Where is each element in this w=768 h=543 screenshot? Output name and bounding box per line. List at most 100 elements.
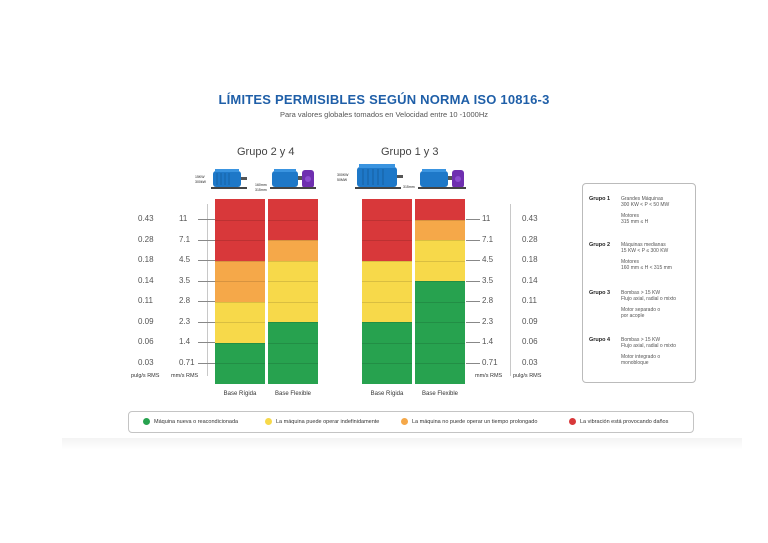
zone-cell-orange bbox=[268, 240, 318, 261]
zone-cell-green bbox=[415, 322, 465, 343]
scale-inch-left: 0.09 bbox=[138, 316, 154, 326]
tick-left bbox=[198, 280, 215, 282]
zone-cell-red bbox=[215, 219, 265, 240]
zone-cell-green bbox=[362, 322, 412, 343]
tick-right bbox=[466, 219, 480, 220]
tick-left bbox=[198, 301, 215, 302]
label-g13-base-flexible: Base Flexible bbox=[421, 391, 459, 397]
group4-desc: Bombas > 15 KW Flujo axial, radial o mix… bbox=[621, 337, 677, 366]
zone-cell-yellow bbox=[268, 281, 318, 302]
scale-mm-left: 3.5 bbox=[179, 275, 191, 285]
scale-mm-right: 7.1 bbox=[482, 234, 494, 244]
scale-inch-left: 0.06 bbox=[138, 337, 154, 346]
scale-inch-right: 0.14 bbox=[522, 275, 538, 285]
scale-mm-right: 4.5 bbox=[482, 255, 494, 264]
chart-subtitle: Para valores globales tomados en Velocid… bbox=[279, 110, 489, 119]
zone-cell-red bbox=[215, 240, 265, 261]
motor-dim-315mm-large: 315mm bbox=[403, 185, 415, 189]
column-group24-base-flexible bbox=[268, 199, 318, 384]
scale-mm-left: 2.3 bbox=[179, 316, 191, 326]
zone-cell-green bbox=[268, 342, 318, 363]
legend: Máquina nueva o reacondicionada La máqui… bbox=[128, 411, 694, 433]
legend-dot-green bbox=[143, 418, 150, 425]
chart-title: LÍMITES PERMISIBLES SEGÚN NORMA ISO 1081… bbox=[218, 92, 550, 107]
column-group13-base-rigida bbox=[362, 199, 412, 384]
zone-cell-red bbox=[362, 240, 412, 261]
zone-cell-yellow bbox=[362, 281, 412, 302]
zone-cell-green bbox=[268, 322, 318, 343]
group2-name: Grupo 2 bbox=[589, 242, 611, 248]
zone-cell-green bbox=[215, 342, 265, 363]
legend-dot-orange bbox=[401, 418, 408, 425]
scale-inch-right: 0.06 bbox=[522, 337, 538, 346]
unit-inch-right: pulg/s RMS bbox=[513, 373, 542, 379]
scale-mm-right: 2.3 bbox=[482, 316, 494, 326]
legend-item-red: La vibración está provocando daños bbox=[569, 418, 668, 425]
label-g13-base-rigida: Base Rígida bbox=[370, 391, 404, 397]
zone-cell-green bbox=[268, 363, 318, 384]
tick-left bbox=[198, 260, 215, 261]
large-motor-icon: 300KW 50MW 315mm bbox=[337, 164, 415, 189]
motor-dim-160mm: 160mm bbox=[255, 183, 267, 187]
tick-left bbox=[198, 219, 215, 220]
motor-dim-15kw: 15KW bbox=[195, 175, 205, 179]
scale-mm-right: 3.5 bbox=[482, 275, 494, 285]
tick-right bbox=[466, 362, 480, 364]
zone-cell-green bbox=[415, 342, 465, 363]
tick-right bbox=[466, 239, 480, 241]
motor-dim-315mm: 315mm bbox=[255, 188, 267, 192]
zone-cell-green bbox=[415, 281, 465, 302]
right-scale-line bbox=[510, 204, 511, 376]
group-info-box: Grupo 1 Grandes Máquinas 300 KW < P < 50… bbox=[582, 183, 696, 383]
scale-mm-right: 0.71 bbox=[482, 357, 498, 367]
scale-inch-right: 0.28 bbox=[522, 234, 538, 244]
scale-inch-left: 0.11 bbox=[138, 296, 153, 305]
zone-cell-red bbox=[215, 199, 265, 220]
scale-inch-right: 0.18 bbox=[522, 255, 538, 264]
zone-cell-yellow bbox=[415, 240, 465, 261]
zone-cell-green bbox=[415, 301, 465, 322]
label-g24-base-rigida: Base Rígida bbox=[223, 391, 257, 397]
scale-inch-left: 0.14 bbox=[138, 275, 154, 285]
zone-cell-orange bbox=[215, 281, 265, 302]
tick-left bbox=[198, 239, 215, 241]
motor-pump-icon bbox=[270, 169, 316, 189]
label-g24-base-flexible: Base Flexible bbox=[274, 391, 312, 397]
scale-mm-right: 2.8 bbox=[482, 296, 494, 305]
tick-left bbox=[198, 342, 215, 343]
zone-cell-green bbox=[215, 363, 265, 384]
group1-desc: Grandes Máquinas 300 KW < P < 50 MW Moto… bbox=[621, 196, 670, 225]
zone-cell-red bbox=[268, 219, 318, 240]
tick-left bbox=[198, 321, 215, 323]
zone-cell-yellow bbox=[362, 301, 412, 322]
scale-mm-right: 1.4 bbox=[482, 337, 494, 346]
group3-name: Grupo 3 bbox=[589, 290, 611, 296]
zone-cell-yellow bbox=[268, 260, 318, 281]
scale-mm-left: 11 bbox=[179, 214, 188, 223]
motor-dim-50mw: 50MW bbox=[337, 178, 348, 182]
legend-item-green: Máquina nueva o reacondicionada bbox=[143, 418, 238, 425]
zone-cell-red bbox=[415, 199, 465, 220]
scale-inch-right: 0.09 bbox=[522, 316, 538, 326]
scale-mm-left: 0.71 bbox=[179, 357, 195, 367]
column-group24-base-rigida bbox=[215, 199, 265, 384]
scale-inch-right: 0.11 bbox=[522, 296, 537, 305]
scale-mm-left: 4.5 bbox=[179, 255, 191, 264]
motor-base-rigida-icon: 15KW 300kW 160mm 315mm bbox=[195, 169, 267, 192]
large-motor-pump-icon bbox=[418, 169, 466, 189]
zone-cell-red bbox=[362, 199, 412, 220]
legend-dot-red bbox=[569, 418, 576, 425]
zone-cell-yellow bbox=[415, 260, 465, 281]
zone-cell-orange bbox=[415, 219, 465, 240]
group4-name: Grupo 4 bbox=[589, 337, 611, 343]
scale-mm-left: 1.4 bbox=[179, 337, 191, 346]
tick-right bbox=[466, 342, 480, 343]
motor-dim-300kw: 300kW bbox=[195, 180, 207, 184]
zone-cell-orange bbox=[215, 260, 265, 281]
tick-right bbox=[466, 321, 480, 323]
legend-item-yellow: La máquina puede operar indefinidamente bbox=[265, 418, 379, 425]
zone-cell-green bbox=[362, 363, 412, 384]
zone-cell-yellow bbox=[215, 322, 265, 343]
left-scale-line bbox=[207, 204, 208, 376]
legend-item-orange: La máquina no puede operar un tiempo pro… bbox=[401, 418, 537, 425]
